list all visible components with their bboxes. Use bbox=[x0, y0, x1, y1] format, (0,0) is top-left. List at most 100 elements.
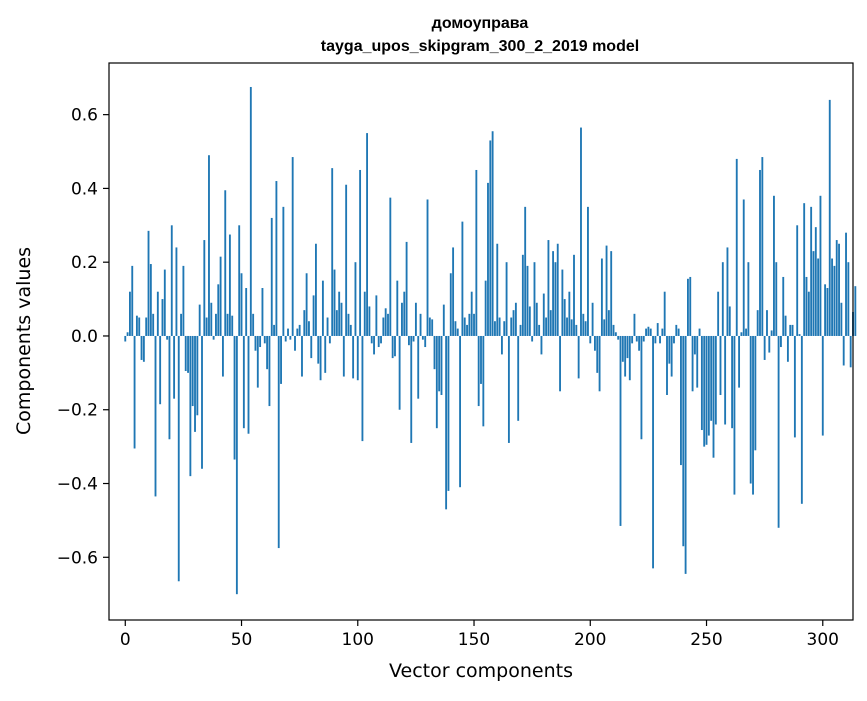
bar-component-53 bbox=[247, 335, 250, 434]
bar-component-78 bbox=[305, 273, 308, 336]
bar-component-79 bbox=[308, 321, 310, 336]
bar-component-239 bbox=[680, 335, 682, 466]
bar-component-24 bbox=[180, 313, 182, 336]
bar-component-255 bbox=[717, 291, 720, 336]
bar-component-309 bbox=[842, 335, 845, 366]
bar-component-92 bbox=[338, 291, 341, 336]
bar-component-273 bbox=[759, 169, 761, 336]
bar-component-109 bbox=[377, 335, 380, 348]
bar-component-164 bbox=[505, 262, 508, 336]
bar-component-261 bbox=[731, 335, 734, 429]
bar-component-211 bbox=[614, 332, 617, 336]
bar-component-35 bbox=[205, 317, 208, 336]
bar-component-9 bbox=[145, 317, 148, 336]
bar-component-253 bbox=[712, 335, 715, 458]
bar-component-50 bbox=[240, 273, 243, 336]
bar-component-268 bbox=[747, 262, 750, 336]
bar-component-74 bbox=[296, 328, 299, 336]
bar-component-197 bbox=[582, 313, 585, 336]
bar-component-126 bbox=[417, 335, 420, 399]
bar-component-125 bbox=[414, 302, 417, 336]
bar-component-129 bbox=[424, 335, 427, 348]
bar-component-221 bbox=[638, 335, 641, 351]
bar-component-278 bbox=[770, 330, 773, 336]
plot-frame bbox=[108, 62, 854, 621]
bar-component-182 bbox=[547, 240, 550, 336]
bar-component-225 bbox=[647, 326, 650, 336]
bar-component-192 bbox=[570, 319, 573, 336]
bar-component-95 bbox=[345, 184, 348, 336]
bar-component-146 bbox=[463, 317, 466, 336]
bar-component-107 bbox=[373, 335, 375, 355]
bar-component-220 bbox=[635, 335, 638, 342]
bar-component-110 bbox=[380, 335, 382, 344]
bar-component-12 bbox=[152, 313, 155, 336]
bar-component-224 bbox=[645, 328, 648, 336]
bar-component-59 bbox=[261, 288, 264, 336]
bar-component-245 bbox=[693, 335, 696, 355]
bar-component-23 bbox=[177, 335, 180, 582]
bar-component-131 bbox=[428, 317, 431, 336]
bar-component-65 bbox=[275, 181, 278, 336]
bar-component-240 bbox=[682, 335, 685, 547]
bar-component-69 bbox=[284, 335, 287, 342]
bar-component-93 bbox=[340, 302, 343, 336]
y-tick-label-3: 0.0 bbox=[71, 327, 98, 347]
bar-component-306 bbox=[835, 240, 838, 336]
bar-component-18 bbox=[166, 335, 169, 340]
bar-component-151 bbox=[475, 169, 478, 336]
bar-component-166 bbox=[510, 317, 513, 336]
bar-component-90 bbox=[333, 269, 336, 336]
bar-component-116 bbox=[394, 335, 396, 357]
bar-component-39 bbox=[215, 313, 217, 336]
bar-component-30 bbox=[194, 335, 196, 432]
bar-component-311 bbox=[847, 262, 850, 336]
x-tick-label-250: 250 bbox=[690, 630, 722, 650]
bar-component-71 bbox=[289, 335, 292, 340]
bar-component-86 bbox=[324, 335, 327, 373]
y-tick-label-1: −0.4 bbox=[57, 475, 98, 495]
bar-component-31 bbox=[196, 335, 199, 416]
bar-component-77 bbox=[303, 310, 306, 336]
bar-component-61 bbox=[266, 335, 269, 370]
bar-component-223 bbox=[642, 335, 645, 342]
bar-component-294 bbox=[807, 291, 810, 336]
bar-component-108 bbox=[375, 295, 378, 336]
bar-component-58 bbox=[259, 335, 262, 348]
bar-component-28 bbox=[189, 335, 192, 477]
bar-component-128 bbox=[421, 335, 424, 340]
bar-component-242 bbox=[687, 278, 689, 336]
bar-component-27 bbox=[187, 335, 189, 373]
bar-component-153 bbox=[480, 335, 482, 384]
bar-component-195 bbox=[577, 335, 580, 379]
bar-component-189 bbox=[563, 299, 566, 336]
bar-component-237 bbox=[675, 324, 678, 336]
bar-component-274 bbox=[761, 157, 764, 336]
bar-component-3 bbox=[131, 265, 134, 336]
bar-component-137 bbox=[442, 304, 445, 336]
bar-component-246 bbox=[696, 335, 699, 388]
bar-component-270 bbox=[752, 335, 754, 495]
bar-component-247 bbox=[698, 328, 701, 336]
bar-component-249 bbox=[703, 335, 706, 447]
bar-component-96 bbox=[347, 313, 350, 336]
bar-component-205 bbox=[600, 258, 603, 336]
bar-component-13 bbox=[154, 335, 157, 497]
bar-component-76 bbox=[301, 335, 303, 377]
bar-component-218 bbox=[631, 335, 634, 344]
bar-component-46 bbox=[231, 315, 234, 336]
bar-component-42 bbox=[222, 335, 224, 377]
bar-component-243 bbox=[689, 276, 692, 336]
bar-component-252 bbox=[710, 335, 713, 421]
bar-component-229 bbox=[656, 323, 659, 336]
bar-component-82 bbox=[315, 243, 317, 336]
bar-component-196 bbox=[580, 127, 582, 336]
bar-component-277 bbox=[768, 335, 771, 353]
bar-component-133 bbox=[433, 335, 436, 370]
bar-component-236 bbox=[673, 335, 675, 344]
bar-component-99 bbox=[354, 262, 357, 336]
bar-component-209 bbox=[610, 251, 613, 336]
bar-component-5 bbox=[135, 315, 138, 336]
x-tick-label-100: 100 bbox=[342, 630, 374, 650]
bar-component-292 bbox=[803, 203, 806, 336]
